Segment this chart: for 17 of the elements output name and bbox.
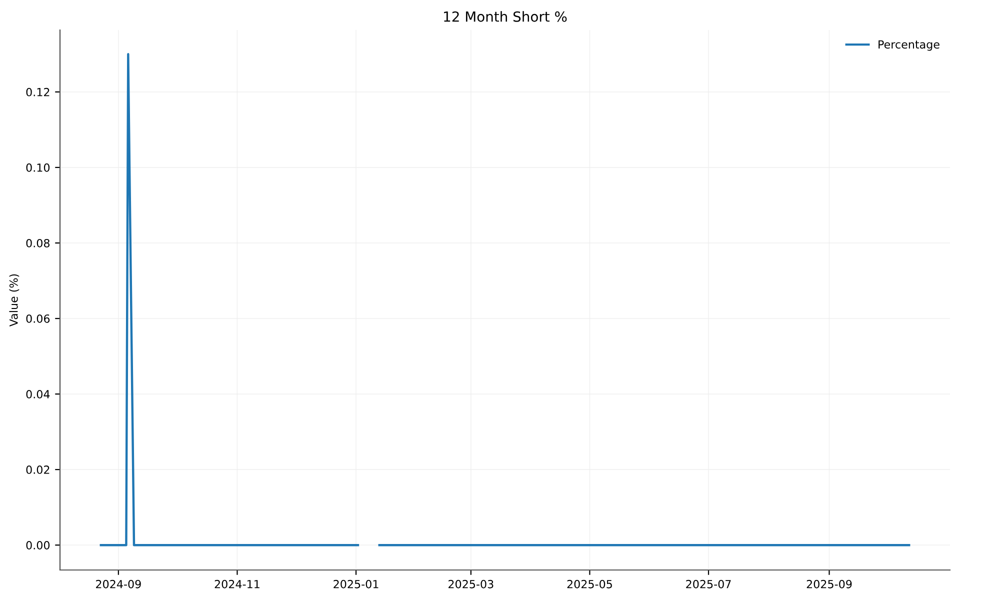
y-tick-label: 0.02: [26, 466, 50, 474]
y-axis-title: Value (%): [9, 274, 20, 327]
y-tick-label: 0.06: [26, 314, 50, 323]
y-tick-label: 0.08: [26, 238, 50, 248]
legend-label: Percentage: [878, 40, 940, 51]
x-tick-label: 2025-05: [567, 580, 612, 588]
x-tick-label: 2025-01: [334, 580, 378, 588]
y-tick-label: 0.04: [26, 390, 50, 398]
x-tick-label: 2024-09: [96, 580, 141, 588]
x-tick-label: 2025-09: [806, 580, 852, 588]
y-tick-label: 0.12: [26, 88, 50, 96]
y-tick-label: 0.00: [26, 541, 50, 550]
x-tick-label: 2024-11: [214, 580, 260, 588]
y-tick-label: 0.10: [26, 163, 50, 172]
chart-title: 12 Month Short %: [444, 11, 567, 22]
x-tick-label: 2025-03: [448, 580, 494, 588]
x-tick-label: 2025-07: [686, 580, 731, 588]
